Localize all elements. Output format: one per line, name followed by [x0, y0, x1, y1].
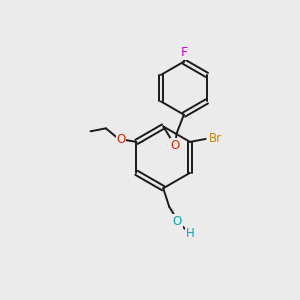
Text: O: O	[170, 139, 180, 152]
Text: Br: Br	[208, 133, 222, 146]
Text: H: H	[185, 227, 194, 240]
Text: O: O	[173, 215, 182, 228]
Text: F: F	[180, 46, 188, 59]
Text: O: O	[116, 133, 126, 146]
